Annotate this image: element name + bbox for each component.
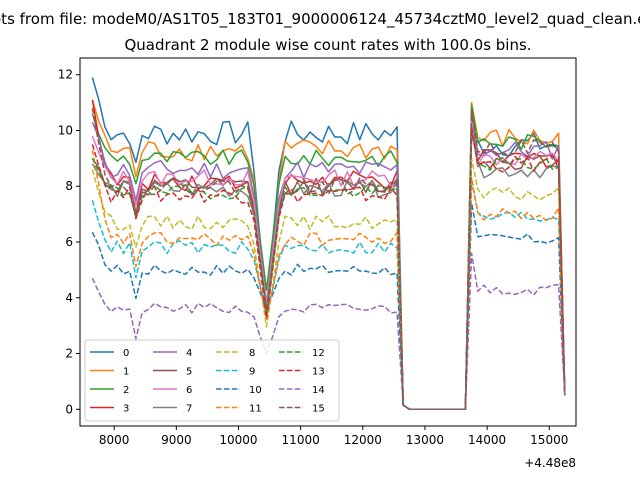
series-line-11 bbox=[91, 149, 566, 411]
x-tick-label: 14000 bbox=[468, 433, 506, 447]
series-line-14 bbox=[91, 252, 566, 411]
series-line-1 bbox=[91, 99, 566, 411]
x-tick-label: 15000 bbox=[530, 433, 568, 447]
figure-suptitle: Plots from file: modeM0/AS1T05_183T01_90… bbox=[0, 10, 640, 29]
series-line-6 bbox=[91, 121, 566, 411]
legend-label-14: 14 bbox=[312, 385, 325, 396]
legend-label-2: 2 bbox=[123, 385, 129, 396]
series-line-8 bbox=[91, 157, 566, 411]
y-axis: 0 2 4 6 8 10 12 bbox=[58, 68, 80, 416]
y-tick-label: 4 bbox=[65, 291, 73, 305]
x-offset-label: +4.48e8 bbox=[524, 456, 576, 470]
series-line-15 bbox=[91, 108, 566, 411]
legend-label-15: 15 bbox=[312, 404, 325, 415]
legend-label-10: 10 bbox=[249, 385, 262, 396]
legend-box bbox=[84, 339, 340, 422]
y-tick-label: 10 bbox=[58, 123, 73, 137]
legend-label-3: 3 bbox=[123, 404, 129, 415]
legend-label-7: 7 bbox=[186, 404, 192, 415]
x-tick-label: 9000 bbox=[161, 433, 192, 447]
x-tick-label: 10000 bbox=[219, 433, 257, 447]
series-line-4 bbox=[91, 113, 566, 411]
y-tick-label: 8 bbox=[65, 179, 73, 193]
x-tick-label: 12000 bbox=[344, 433, 382, 447]
x-tick-label: 13000 bbox=[406, 433, 444, 447]
y-tick-label: 12 bbox=[58, 68, 73, 82]
legend-label-6: 6 bbox=[186, 385, 192, 396]
x-axis: 8000 9000 10000 11000 12000 13000 14000 15000 bbox=[99, 426, 568, 447]
series-line-2 bbox=[91, 104, 566, 411]
legend-label-0: 0 bbox=[123, 348, 129, 359]
y-tick-label: 6 bbox=[65, 235, 73, 249]
y-tick-label: 0 bbox=[65, 402, 73, 416]
x-tick-label: 8000 bbox=[99, 433, 130, 447]
legend-label-4: 4 bbox=[186, 348, 192, 359]
chart-title: Quadrant 2 module wise count rates with … bbox=[124, 36, 531, 54]
legend-label-12: 12 bbox=[312, 348, 325, 359]
series-line-13 bbox=[91, 126, 566, 411]
legend-label-5: 5 bbox=[186, 367, 192, 378]
series-line-10 bbox=[91, 202, 566, 411]
legend-label-1: 1 bbox=[123, 367, 129, 378]
legend-label-13: 13 bbox=[312, 367, 325, 378]
x-tick-label: 11000 bbox=[282, 433, 320, 447]
legend-label-11: 11 bbox=[249, 404, 262, 415]
y-tick-label: 2 bbox=[65, 347, 73, 361]
legend-label-8: 8 bbox=[249, 348, 255, 359]
series-layer bbox=[91, 77, 566, 411]
series-line-9 bbox=[91, 179, 566, 411]
legend-label-9: 9 bbox=[249, 367, 255, 378]
